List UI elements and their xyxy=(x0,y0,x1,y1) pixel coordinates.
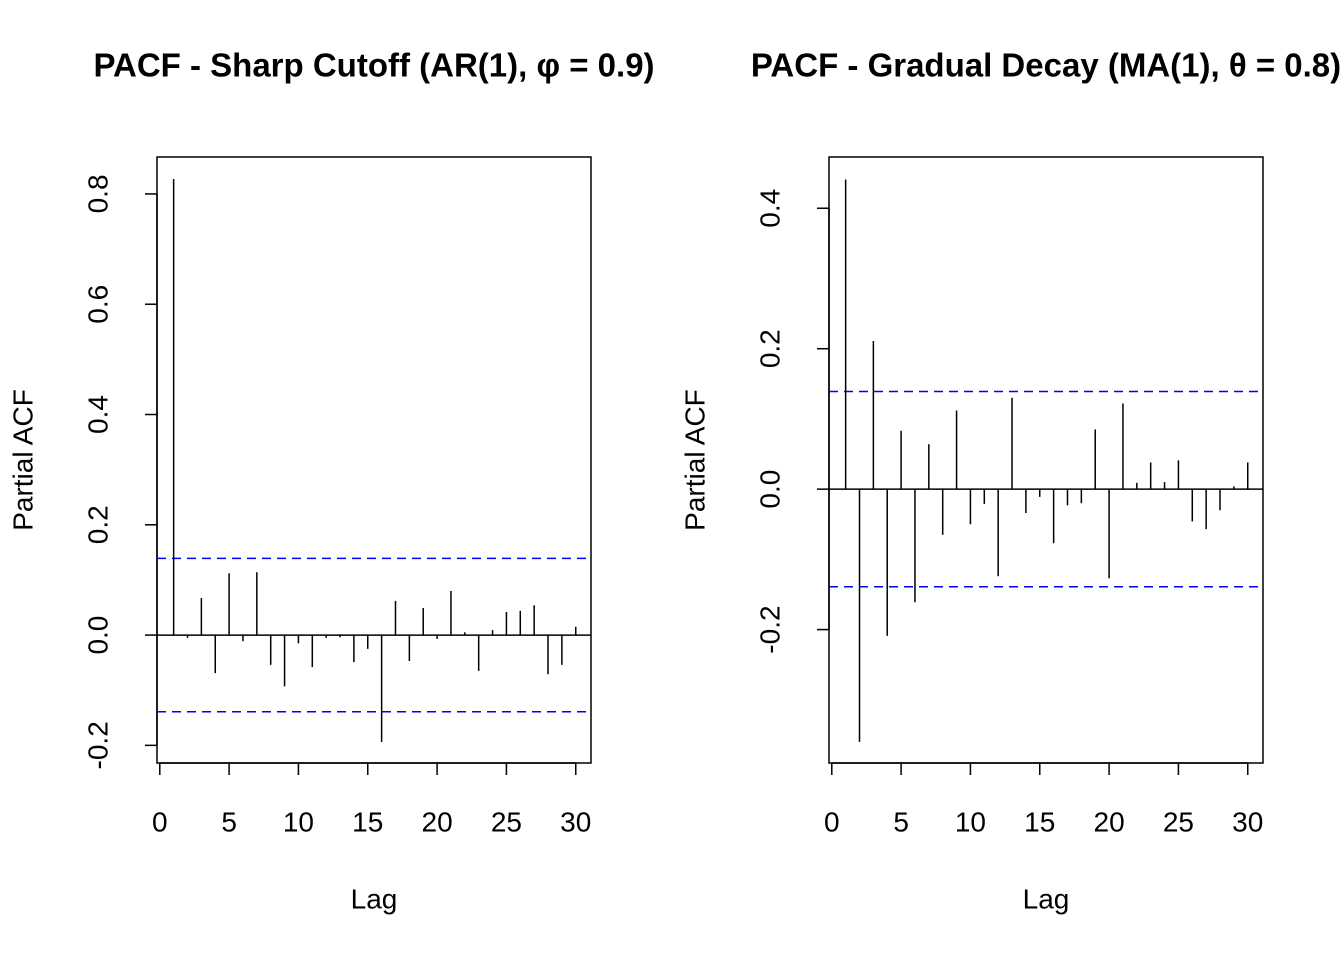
y-axis-label: Partial ACF xyxy=(679,389,710,531)
x-tick-label: 30 xyxy=(560,806,591,837)
y-tick-label: 0.4 xyxy=(754,189,785,228)
plot-frame xyxy=(828,156,1264,764)
x-tick-label: 10 xyxy=(283,806,314,837)
x-tick-label: 20 xyxy=(422,806,453,837)
panel: PACF - Gradual Decay (MA(1), θ = 0.8) Lag… xyxy=(679,47,1341,915)
x-tick-label: 25 xyxy=(1163,806,1194,837)
y-tick-label: 0.2 xyxy=(754,329,785,368)
chart-title: PACF - Sharp Cutoff (AR(1), φ = 0.9) xyxy=(93,47,654,84)
x-tick-label: 25 xyxy=(491,806,522,837)
y-tick-label: 0.2 xyxy=(82,505,113,544)
x-tick-label: 0 xyxy=(824,806,840,837)
y-tick-label: 0.6 xyxy=(82,285,113,324)
y-tick-label: -0.2 xyxy=(82,721,113,769)
y-tick-label: 0.8 xyxy=(82,174,113,213)
y-tick-label: 0.0 xyxy=(754,470,785,509)
y-axis-label: Partial ACF xyxy=(7,389,38,531)
y-tick-label: 0.0 xyxy=(82,616,113,655)
y-tick-label: -0.2 xyxy=(754,605,785,653)
y-tick-label: 0.4 xyxy=(82,395,113,434)
x-axis-label: Lag xyxy=(1023,883,1070,914)
chart-title: PACF - Gradual Decay (MA(1), θ = 0.8) xyxy=(751,47,1341,84)
x-tick-label: 5 xyxy=(893,806,909,837)
plot-frame xyxy=(156,156,592,764)
x-tick-label: 5 xyxy=(221,806,237,837)
x-tick-label: 20 xyxy=(1094,806,1125,837)
x-tick-label: 15 xyxy=(352,806,383,837)
x-axis-label: Lag xyxy=(351,883,398,914)
x-tick-label: 0 xyxy=(152,806,168,837)
x-tick-label: 10 xyxy=(955,806,986,837)
x-tick-label: 30 xyxy=(1232,806,1263,837)
panel: PACF - Sharp Cutoff (AR(1), φ = 0.9) Lag P… xyxy=(7,47,654,915)
x-tick-label: 15 xyxy=(1024,806,1055,837)
